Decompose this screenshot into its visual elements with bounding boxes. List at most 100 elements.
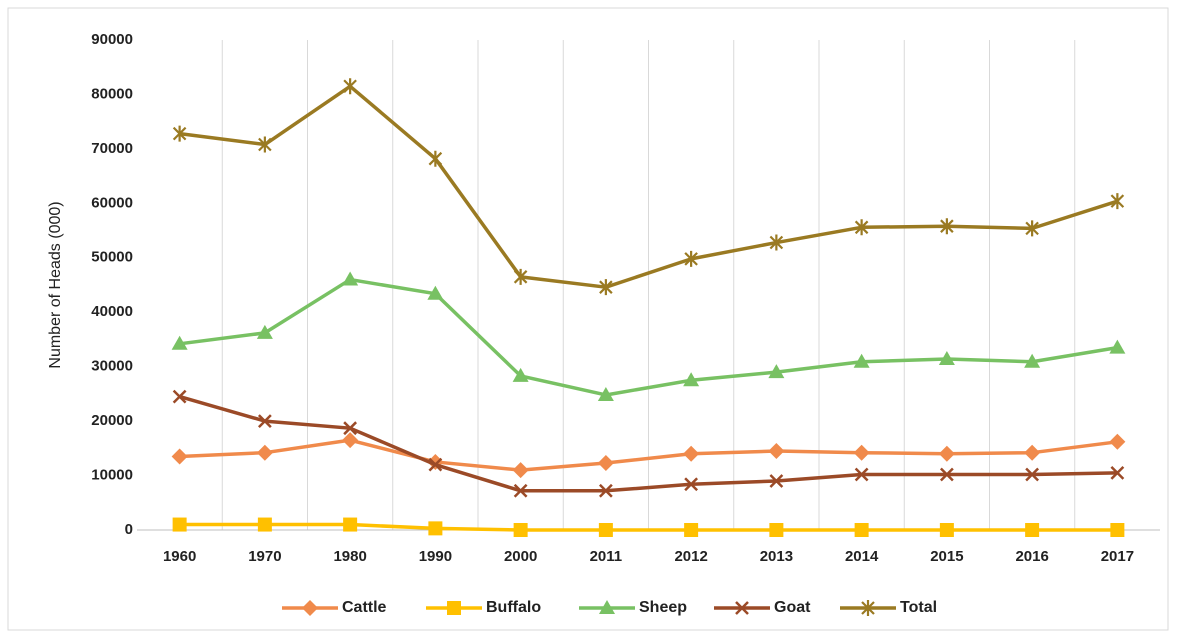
data-point: [342, 432, 359, 449]
data-point: [938, 351, 955, 366]
data-point: [428, 521, 443, 536]
data-point: [769, 474, 784, 488]
marker: [302, 600, 318, 616]
data-point: [343, 421, 358, 436]
data-point: [427, 285, 444, 300]
legend: Cattle Buffalo Sheep Goat Total: [282, 599, 937, 616]
data-point: [939, 523, 954, 537]
data-point: [1024, 444, 1041, 461]
series-line: [179, 277, 1118, 397]
data-point: [853, 444, 870, 461]
data-point: [512, 367, 529, 382]
y-tick-label: 60000: [91, 194, 133, 211]
legend-label: Total: [900, 599, 937, 616]
data-point: [257, 414, 272, 428]
data-point: [1109, 433, 1126, 450]
y-axis-title: Number of Heads (000): [47, 201, 64, 368]
x-tick-label: 1980: [333, 548, 366, 565]
legend-label: Goat: [774, 599, 811, 616]
series-line: [179, 438, 1118, 472]
data-point: [1025, 220, 1039, 237]
y-tick-label: 40000: [91, 303, 133, 320]
y-tick-label: 70000: [91, 140, 133, 157]
data-point: [512, 462, 529, 479]
data-point: [257, 517, 272, 532]
data-point: [428, 150, 443, 167]
data-point: [854, 467, 869, 482]
series-line: [179, 522, 1118, 532]
marker: [861, 600, 875, 616]
data-point: [1110, 523, 1125, 537]
x-tick-label: 1960: [163, 548, 196, 565]
y-tick-label: 90000: [91, 31, 133, 48]
y-tick-label: 50000: [91, 249, 133, 266]
data-point: [598, 523, 613, 537]
data-point: [853, 353, 870, 368]
x-tick-label: 2013: [760, 548, 793, 565]
data-point: [256, 324, 273, 339]
data-point: [684, 250, 698, 267]
data-point: [513, 483, 528, 498]
x-tick-label: 1990: [419, 548, 452, 565]
series-line: [179, 84, 1118, 289]
data-point: [343, 517, 358, 532]
legend-label: Buffalo: [486, 599, 541, 616]
y-tick-label: 80000: [91, 85, 133, 102]
x-tick-label: 2000: [504, 548, 537, 565]
data-point: [172, 125, 187, 142]
data-point: [172, 517, 187, 532]
data-point: [1025, 467, 1040, 482]
data-point: [939, 467, 954, 482]
marker: [447, 601, 461, 615]
data-point: [938, 445, 955, 462]
x-tick-label: 2011: [590, 548, 623, 565]
series-line: [179, 394, 1118, 493]
data-point: [940, 218, 954, 235]
data-point: [256, 444, 273, 461]
data-point: [598, 483, 613, 498]
marker: [735, 601, 749, 615]
data-point: [854, 523, 869, 537]
x-tick-label: 2016: [1015, 548, 1048, 565]
x-tick-label: 2014: [845, 548, 879, 565]
data-point: [1025, 523, 1040, 537]
data-point: [1024, 353, 1041, 368]
x-tick-label: 2015: [930, 548, 963, 565]
data-point: [768, 443, 785, 460]
data-point: [597, 455, 614, 472]
x-tick-label: 2017: [1101, 548, 1134, 565]
data-point: [513, 268, 528, 285]
data-point: [597, 386, 614, 401]
y-tick-label: 30000: [91, 358, 133, 375]
data-point: [171, 335, 188, 350]
data-point: [1109, 339, 1126, 354]
data-point: [172, 389, 187, 404]
data-point: [428, 457, 443, 472]
data-point: [258, 136, 272, 153]
data-point: [171, 448, 188, 465]
y-tick-label: 20000: [91, 412, 133, 429]
chart-frame: [7, 7, 1169, 631]
data-point: [1110, 465, 1125, 480]
marker: [599, 600, 615, 614]
data-point: [342, 271, 359, 286]
data-point: [1110, 193, 1125, 210]
legend-label: Sheep: [639, 599, 687, 616]
data-point: [684, 523, 699, 537]
data-point: [684, 477, 699, 492]
y-tick-label: 0: [125, 521, 133, 538]
data-point: [768, 364, 785, 379]
data-point: [854, 219, 869, 236]
data-point: [683, 372, 700, 387]
data-point: [769, 523, 784, 537]
data-point: [599, 279, 613, 296]
data-point: [769, 234, 784, 251]
data-point: [513, 523, 528, 537]
x-tick-label: 2012: [674, 548, 707, 565]
y-tick-label: 10000: [91, 467, 133, 484]
legend-label: Cattle: [342, 599, 387, 616]
data-point: [683, 445, 700, 462]
x-tick-label: 1970: [248, 548, 281, 565]
data-point: [343, 78, 357, 95]
